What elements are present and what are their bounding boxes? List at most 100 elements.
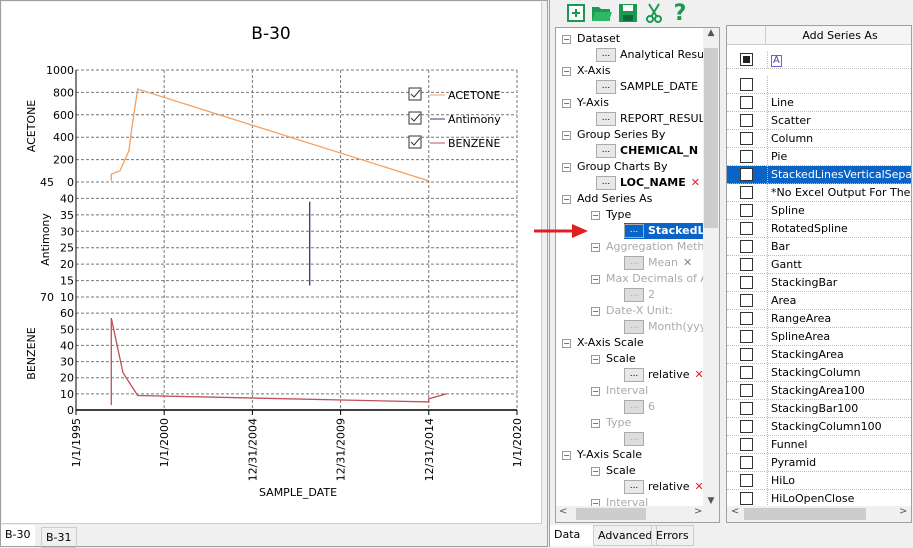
grid-row[interactable]: StackingArea100 — [727, 382, 911, 400]
grid-horizontal-scrollbar[interactable]: < > — [727, 506, 911, 522]
collapse-icon[interactable]: − — [562, 98, 571, 108]
grid-row[interactable]: Line — [727, 94, 911, 112]
browse-button[interactable]: ... — [596, 48, 616, 62]
row-checkbox[interactable] — [740, 312, 753, 325]
tree-node[interactable]: − Scale — [591, 351, 636, 367]
collapse-icon[interactable]: − — [591, 274, 600, 284]
tree-node[interactable]: ... CHEMICAL_N — [596, 143, 698, 159]
collapse-icon[interactable]: − — [591, 354, 600, 364]
grid-row[interactable]: Scatter — [727, 112, 911, 130]
tree-node[interactable]: ... Month(yyyy- — [624, 319, 717, 335]
collapse-icon[interactable]: − — [562, 66, 571, 76]
browse-button[interactable]: ... — [624, 256, 644, 270]
row-checkbox[interactable] — [740, 258, 753, 271]
grid-row[interactable]: *No Excel Output For The B — [727, 184, 911, 202]
collapse-icon[interactable]: − — [591, 306, 600, 316]
row-checkbox[interactable] — [740, 384, 753, 397]
browse-button[interactable]: ... — [624, 288, 644, 302]
tab-advanced[interactable]: Advanced — [593, 525, 658, 546]
grid-row[interactable]: SplineArea — [727, 328, 911, 346]
collapse-icon[interactable]: − — [562, 338, 571, 348]
open-folder-icon[interactable] — [590, 2, 614, 24]
tree-node[interactable]: ... REPORT_RESUL — [596, 111, 705, 127]
browse-button[interactable]: ... — [624, 400, 644, 414]
collapse-icon[interactable]: − — [591, 210, 600, 220]
help-icon[interactable]: ? — [673, 0, 687, 26]
row-checkbox[interactable] — [740, 78, 753, 91]
row-checkbox[interactable] — [740, 240, 753, 253]
browse-button[interactable]: ... — [596, 144, 616, 158]
row-checkbox[interactable] — [740, 330, 753, 343]
grid-row[interactable]: Column — [727, 130, 911, 148]
browse-button[interactable]: ... — [624, 320, 644, 334]
row-checkbox[interactable] — [740, 96, 753, 109]
tree-node[interactable]: − Group Charts By — [562, 159, 668, 175]
collapse-icon[interactable]: − — [591, 466, 600, 476]
row-checkbox[interactable] — [740, 132, 753, 145]
tree-node[interactable]: − Group Series By — [562, 127, 665, 143]
tree-node[interactable]: − Interval — [591, 383, 648, 399]
remove-icon[interactable]: ✕ — [682, 256, 693, 269]
tree-horizontal-scrollbar[interactable]: < > — [556, 506, 719, 522]
grid-row[interactable]: HiLo — [727, 472, 911, 490]
new-chart-icon[interactable] — [564, 2, 588, 24]
browse-button[interactable]: ... — [596, 176, 616, 190]
row-checkbox[interactable] — [740, 420, 753, 433]
scroll-thumb[interactable] — [704, 48, 718, 228]
tab-b-30[interactable]: B-30 — [1, 525, 35, 546]
column-header-add-series-as[interactable]: Add Series As — [802, 29, 878, 42]
remove-icon[interactable]: ✕ — [694, 480, 704, 493]
collapse-icon[interactable]: − — [562, 450, 571, 460]
collapse-icon[interactable]: − — [562, 34, 571, 44]
tree-node[interactable]: ... Analytical Result — [596, 47, 712, 63]
grid-row[interactable]: StackingBar100 — [727, 400, 911, 418]
tree-vertical-scrollbar[interactable]: ▲ ▼ — [703, 28, 719, 506]
tree-node[interactable]: ... relative ✕ — [624, 367, 704, 383]
collapse-icon[interactable]: − — [591, 242, 600, 252]
grid-row[interactable]: Gantt — [727, 256, 911, 274]
collapse-icon[interactable]: − — [562, 162, 571, 172]
collapse-icon[interactable]: − — [591, 418, 600, 428]
browse-button[interactable]: ... — [624, 368, 644, 382]
tree-node[interactable]: ...SAMPLE_DATE✕ — [596, 79, 712, 95]
grid-row[interactable]: Funnel — [727, 436, 911, 454]
grid-row[interactable]: StackingBar — [727, 274, 911, 292]
grid-row[interactable]: RangeArea — [727, 310, 911, 328]
browse-button[interactable]: ... — [624, 224, 644, 238]
grid-row[interactable]: Pie — [727, 148, 911, 166]
row-checkbox[interactable]: ✓ — [740, 168, 753, 181]
row-checkbox[interactable] — [740, 366, 753, 379]
tree-node[interactable]: − Dataset — [562, 31, 620, 47]
tree-node[interactable]: − Y-Axis — [562, 95, 609, 111]
tree-node[interactable]: ... Mean ✕ — [624, 255, 692, 271]
row-checkbox[interactable] — [740, 222, 753, 235]
grid-row[interactable]: Bar — [727, 238, 911, 256]
row-checkbox[interactable] — [740, 294, 753, 307]
tree-node[interactable]: − Type — [591, 415, 631, 431]
collapse-icon[interactable]: − — [562, 194, 571, 204]
collapse-icon[interactable]: − — [562, 130, 571, 140]
tree-node[interactable]: ... — [624, 431, 648, 447]
browse-button[interactable]: ... — [624, 432, 644, 446]
row-checkbox[interactable] — [740, 186, 753, 199]
tab-data[interactable]: Data — [550, 525, 593, 546]
tree-node[interactable]: − Max Decimals of Ag — [591, 271, 715, 287]
grid-row[interactable]: Spline — [727, 202, 911, 220]
grid-row[interactable]: RotatedSpline — [727, 220, 911, 238]
grid-row[interactable]: Area — [727, 292, 911, 310]
row-checkbox[interactable] — [740, 348, 753, 361]
row-checkbox[interactable] — [740, 276, 753, 289]
row-checkbox[interactable] — [740, 438, 753, 451]
tree-node[interactable]: ... StackedLin — [624, 223, 719, 239]
collapse-icon[interactable]: − — [591, 386, 600, 396]
grid-row[interactable]: Pyramid — [727, 454, 911, 472]
tab-b-31[interactable]: B-31 — [41, 527, 77, 548]
tree-node[interactable]: − X-Axis Scale — [562, 335, 644, 351]
browse-button[interactable]: ... — [596, 80, 616, 94]
tree-node[interactable]: − Add Series As — [562, 191, 652, 207]
remove-icon[interactable]: ✕ — [690, 176, 700, 189]
tree-node[interactable]: − Interval — [591, 495, 648, 511]
select-all-checkbox[interactable] — [740, 53, 753, 66]
row-checkbox[interactable] — [740, 492, 753, 505]
grid-row[interactable]: StackingColumn100 — [727, 418, 911, 436]
